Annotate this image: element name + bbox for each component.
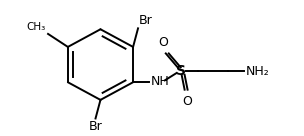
Text: NH: NH: [151, 75, 170, 88]
Text: O: O: [158, 36, 168, 49]
Text: Br: Br: [89, 120, 102, 133]
Text: Br: Br: [139, 14, 153, 27]
Text: NH₂: NH₂: [246, 65, 270, 78]
Text: S: S: [176, 64, 186, 78]
Text: O: O: [183, 95, 192, 108]
Text: CH₃: CH₃: [27, 22, 46, 32]
